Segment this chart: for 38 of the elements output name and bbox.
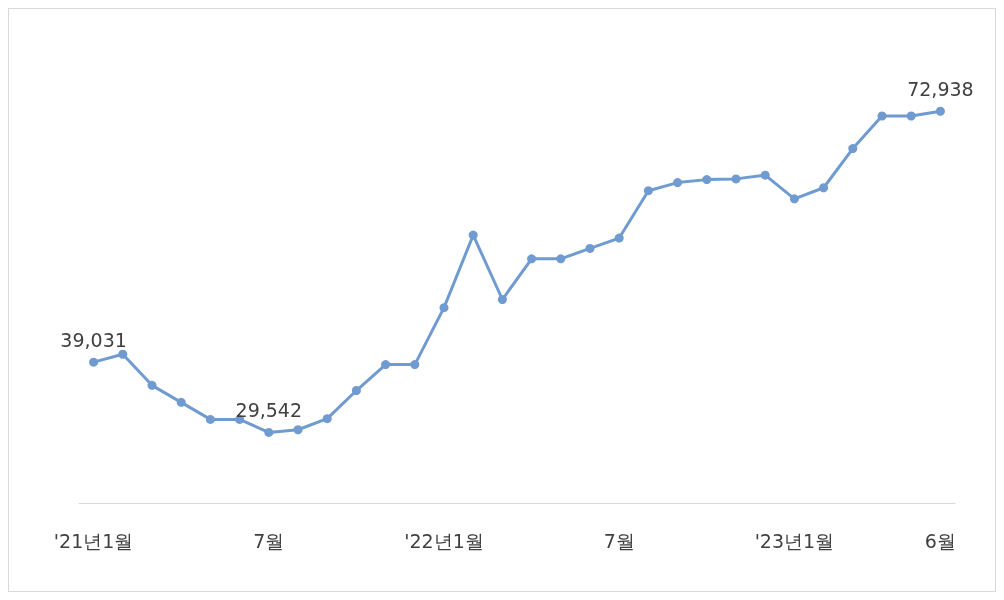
point (760, 170, 770, 180)
point (381, 360, 391, 370)
point (527, 254, 537, 264)
point (410, 360, 420, 370)
point (322, 414, 332, 424)
point (731, 174, 741, 184)
data-label: 72,938 (907, 78, 974, 101)
point (906, 111, 916, 121)
point (497, 295, 507, 304)
x-tick-label: '21년1월 (53, 529, 134, 552)
point (673, 178, 683, 188)
x-tick-label: '22년1월 (404, 529, 484, 552)
point (585, 243, 595, 253)
point (293, 425, 303, 435)
point (89, 357, 99, 367)
x-tick-label: 7월 (253, 529, 285, 552)
point (702, 175, 712, 185)
x-tick-label: 7월 (603, 529, 635, 552)
point (877, 111, 887, 121)
point (118, 349, 128, 359)
point (439, 303, 449, 313)
point (351, 386, 361, 396)
point (848, 144, 858, 154)
data-label: 29,542 (235, 399, 303, 422)
point (205, 414, 215, 424)
point (556, 254, 566, 264)
point (643, 186, 653, 196)
data-label: 39,031 (60, 329, 127, 352)
point (789, 194, 799, 204)
point (819, 183, 829, 193)
point (147, 380, 157, 390)
point (468, 230, 478, 240)
point (935, 106, 945, 116)
point (176, 397, 186, 407)
point (264, 427, 274, 437)
x-tick-label: '23년1월 (754, 529, 835, 552)
point (614, 233, 624, 243)
x-tick-label: 6월 (924, 529, 956, 552)
